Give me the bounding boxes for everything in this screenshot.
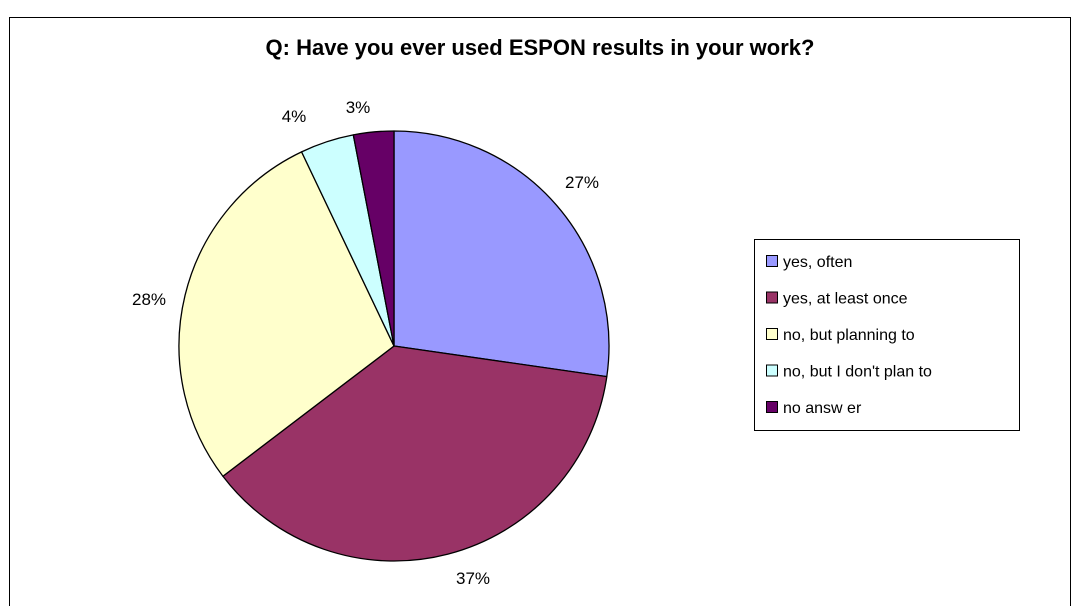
pie-slice	[178, 151, 395, 477]
legend-swatch	[766, 291, 778, 304]
legend-swatch	[766, 328, 778, 340]
pie-slice	[393, 130, 610, 378]
pie-slice	[352, 130, 395, 347]
legend-label: no answ er	[783, 400, 862, 417]
legend-label: yes, often	[783, 254, 852, 271]
pie-slices	[178, 130, 610, 562]
legend-swatch	[766, 401, 778, 413]
chart-title: Q: Have you ever used ESPON results in y…	[266, 35, 815, 60]
legend: yes, often yes, at least once no, but plan…	[754, 239, 1020, 431]
legend-swatch	[766, 255, 778, 267]
pie-slice	[222, 345, 608, 562]
data-label: 27%	[565, 173, 599, 192]
legend-label: yes, at least once	[783, 291, 908, 308]
legend-label: no, but planning to	[783, 327, 915, 344]
data-labels: 27% 37% 28% 4% 3%	[132, 98, 599, 588]
legend-label: no, but I don't plan to	[783, 364, 932, 381]
data-label: 3%	[346, 98, 371, 117]
data-label: 28%	[132, 290, 166, 309]
data-label: 4%	[282, 107, 307, 126]
legend-box	[754, 239, 1020, 431]
legend-swatch	[766, 364, 778, 377]
data-label: 37%	[456, 569, 490, 588]
